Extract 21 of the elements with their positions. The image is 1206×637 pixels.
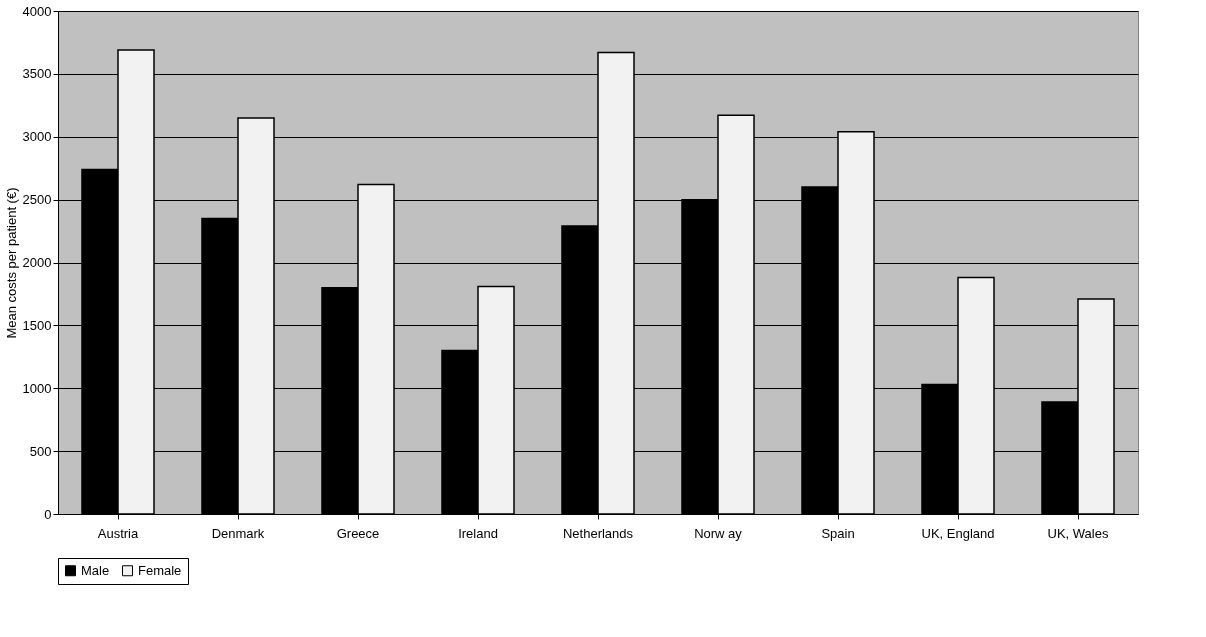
y-tick-label: 1000 (22, 380, 52, 396)
x-tick-label: Spain (821, 525, 855, 541)
y-tick-label: 3000 (22, 129, 52, 145)
x-tick-label: Ireland (458, 525, 498, 541)
legend-label: Female (138, 562, 182, 578)
x-tick-label: UK, England (921, 525, 995, 541)
y-tick-label: 500 (29, 443, 52, 459)
x-tick-label: Norw ay (694, 525, 743, 541)
y-tick-label: 4000 (22, 3, 52, 19)
y-tick-label: 1500 (22, 317, 52, 333)
x-tick-label: Austria (97, 525, 139, 541)
y-axis-title: Mean costs per patient (€) (3, 187, 19, 339)
x-tick-label: Netherlands (562, 525, 634, 541)
legend-label: Male (81, 562, 110, 578)
y-tick-label: 2500 (22, 192, 52, 208)
x-tick-label: UK, Wales (1047, 525, 1109, 541)
y-tick-label: 0 (44, 506, 52, 522)
x-tick-label: Denmark (211, 525, 265, 541)
y-tick-label: 2000 (22, 255, 52, 270)
x-tick-label: Greece (336, 525, 380, 541)
y-tick-label: 3500 (22, 66, 52, 82)
